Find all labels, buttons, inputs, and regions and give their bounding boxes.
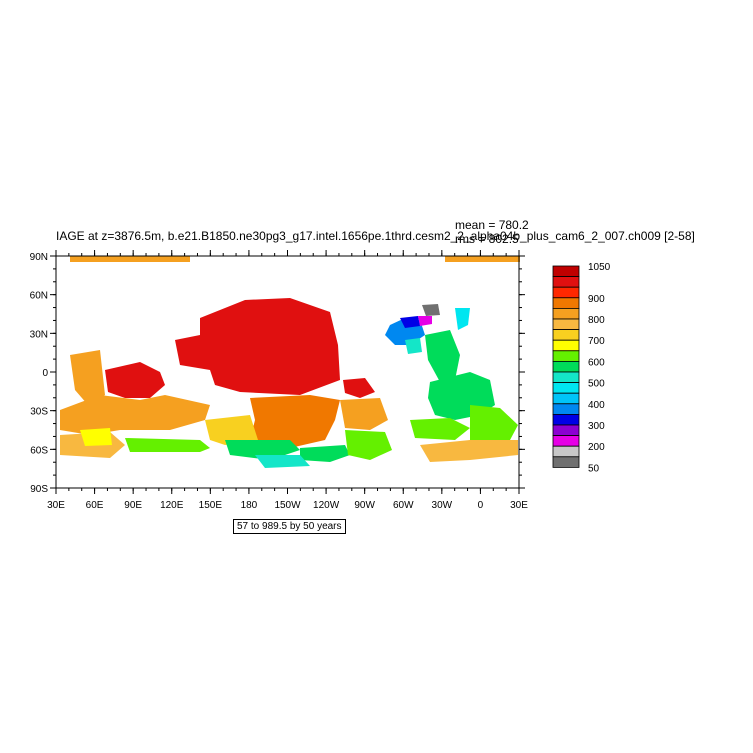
colorbar-label: 900 <box>588 294 605 305</box>
colorbar-box <box>552 392 580 405</box>
longitude-labels: 30E 60E 90E 120E 150E 180 150W 120W 90W 60W 30W 0 30… <box>47 500 528 511</box>
lon-tick-label: 30W <box>432 500 453 511</box>
lon-tick-label: 90E <box>124 500 142 511</box>
colorbar-box <box>552 350 580 362</box>
colorbar-label: 500 <box>588 379 605 390</box>
lon-tick-label: 60W <box>393 500 414 511</box>
latitude-labels: 90N 60N 30N 0 30S 60S 90S <box>30 252 49 495</box>
colorbar-box <box>552 307 580 320</box>
colorbar-label: 400 <box>588 400 605 411</box>
lon-tick-label: 90W <box>354 500 375 511</box>
plot-title: IAGE at z=3876.5m, b.e21.B1850.ne30pg3_g… <box>56 229 695 243</box>
colorbar <box>552 265 580 468</box>
lat-tick-label: 30N <box>30 329 48 340</box>
colorbar-box <box>552 360 580 373</box>
colorbar-box <box>552 445 580 458</box>
lat-tick-label: 60N <box>30 291 48 302</box>
colorbar-box <box>552 318 580 331</box>
lat-tick-label: 90S <box>30 484 48 495</box>
colorbar-label: 1050 <box>588 262 611 273</box>
colorbar-labels: 1050 900 800 700 600 500 400 300 200 50 <box>588 262 611 474</box>
colorbar-label: 700 <box>588 336 605 347</box>
colorbar-box <box>552 403 580 415</box>
lon-tick-label: 150E <box>199 500 223 511</box>
contour-range-label: 57 to 989.5 by 50 years <box>233 519 346 534</box>
colorbar-box <box>552 286 580 299</box>
lon-tick-label: 30E <box>47 500 65 511</box>
lon-tick-label: 30E <box>510 500 528 511</box>
colorbar-box <box>552 339 580 352</box>
rms-stat: rms = 802.5 <box>455 232 519 246</box>
lat-tick-label: 60S <box>30 445 48 456</box>
colorbar-label: 50 <box>588 463 600 474</box>
lon-tick-label: 180 <box>241 500 258 511</box>
colorbar-label: 300 <box>588 421 605 432</box>
colorbar-box <box>552 329 580 341</box>
colorbar-label: 200 <box>588 442 605 453</box>
lon-tick-label: 150W <box>274 500 301 511</box>
lat-tick-label: 30S <box>30 407 48 418</box>
colorbar-box <box>552 265 580 278</box>
colorbar-box <box>552 371 580 384</box>
colorbar-box <box>552 382 580 394</box>
lon-tick-label: 120E <box>160 500 184 511</box>
axis-ticks <box>50 250 525 494</box>
colorbar-box <box>552 276 580 288</box>
colorbar-box <box>552 297 580 309</box>
lat-tick-label: 0 <box>42 368 48 379</box>
colorbar-box <box>552 435 580 447</box>
lat-tick-label: 90N <box>30 252 48 263</box>
lon-tick-label: 120W <box>313 500 340 511</box>
colorbar-box <box>552 413 580 426</box>
colorbar-label: 800 <box>588 315 605 326</box>
contour-field <box>60 256 520 468</box>
mean-stat: mean = 780.2 <box>455 218 529 232</box>
lon-tick-label: 60E <box>86 500 104 511</box>
lon-tick-label: 0 <box>478 500 484 511</box>
colorbar-box <box>552 424 580 437</box>
colorbar-box <box>552 456 580 468</box>
colorbar-label: 600 <box>588 357 605 368</box>
